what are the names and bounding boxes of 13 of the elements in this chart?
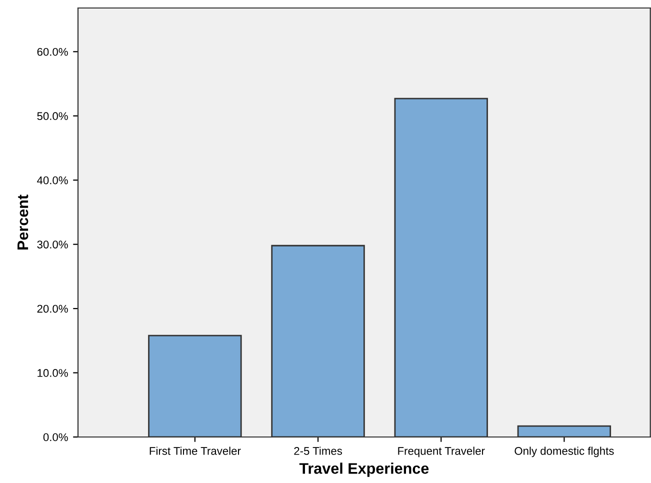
y-tick-label: 10.0%	[38, 369, 68, 377]
x-tick-label: Only domestic flghts	[514, 446, 614, 458]
y-tick-label: 40.0%	[37, 176, 68, 184]
y-tick-label: 0.0%	[43, 433, 68, 442]
y-tick-label: 20.0%	[37, 304, 68, 313]
y-tick-label: 60.0%	[37, 48, 68, 56]
y-tick-label: 50.0%	[37, 112, 68, 120]
y-tick-label: 30.0%	[37, 240, 68, 248]
x-tick-label: Frequent Traveler	[398, 446, 485, 458]
x-tick-label: First Time Traveler	[150, 446, 241, 455]
y-axis-title: Percent	[18, 194, 28, 250]
x-axis-title: Travel Experience	[299, 462, 429, 477]
x-tick-label: 2-5 Times	[294, 446, 342, 455]
